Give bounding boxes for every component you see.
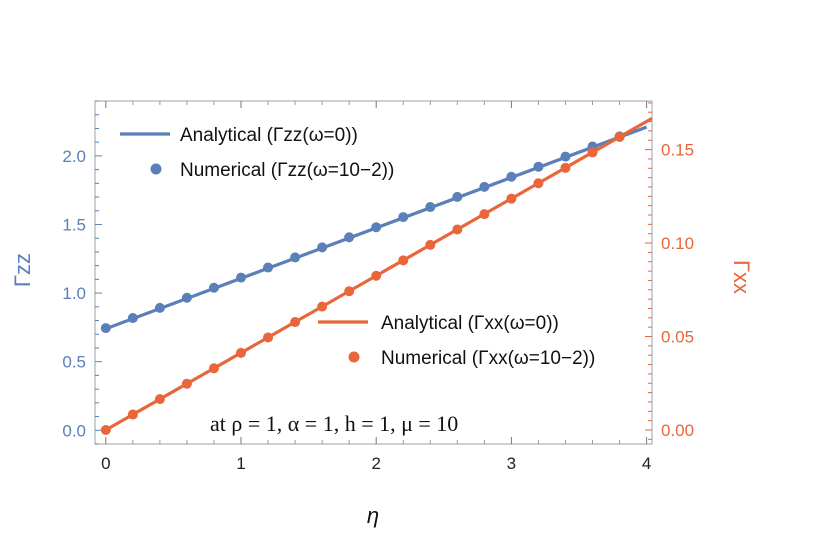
- legend-dot-swatch: [150, 163, 162, 175]
- x-axis-label: η: [367, 503, 379, 528]
- numerical-point-zz: [371, 222, 382, 233]
- numerical-point-xx: [479, 209, 490, 220]
- y-left-tick-label: 0.5: [62, 353, 86, 372]
- numerical-point-xx: [100, 424, 111, 435]
- numerical-point-xx: [371, 270, 382, 281]
- y-left-tick-label: 0.0: [62, 421, 86, 440]
- numerical-point-zz: [533, 161, 544, 172]
- numerical-point-zz: [560, 151, 571, 162]
- parameter-annotation: at ρ = 1, α = 1, h = 1, μ = 10: [210, 411, 458, 436]
- numerical-point-xx: [263, 332, 274, 343]
- numerical-point-zz: [317, 242, 328, 253]
- y-right-tick-label: 0.15: [661, 141, 694, 160]
- numerical-point-zz: [236, 272, 247, 283]
- numerical-point-zz: [208, 282, 219, 293]
- y-right-tick-label: 0.10: [661, 234, 694, 253]
- legend-entry-label: Analytical (Γzz(ω=0)): [180, 125, 358, 146]
- y-axis-right-label: Γxx: [729, 260, 754, 294]
- numerical-point-xx: [127, 409, 138, 420]
- y-right-tick-label: 0.00: [661, 421, 694, 440]
- numerical-point-zz: [290, 252, 301, 263]
- numerical-point-zz: [425, 202, 436, 213]
- numerical-point-xx: [398, 255, 409, 266]
- numerical-point-zz: [479, 181, 490, 192]
- legend-dot-swatch: [348, 351, 360, 363]
- x-tick-label: 1: [236, 454, 245, 473]
- x-tick-label: 2: [371, 454, 380, 473]
- numerical-point-zz: [154, 302, 165, 313]
- numerical-point-zz: [127, 313, 138, 324]
- y-right-tick-label: 0.05: [661, 328, 694, 347]
- numerical-point-xx: [587, 147, 598, 158]
- numerical-point-xx: [506, 193, 517, 204]
- numerical-point-xx: [317, 301, 328, 312]
- x-tick-label: 4: [642, 454, 651, 473]
- numerical-point-xx: [533, 178, 544, 189]
- numerical-point-xx: [344, 286, 355, 297]
- legend-entry-label: Numerical (Γzz(ω=10−2)): [180, 160, 394, 181]
- series-layer: [100, 116, 653, 435]
- numerical-point-zz: [506, 171, 517, 182]
- numerical-point-zz: [452, 191, 463, 202]
- legend-entry-label: Analytical (Γxx(ω=0)): [381, 313, 559, 334]
- plot-frame: [94, 100, 653, 445]
- legend-entry-label: Numerical (Γxx(ω=10−2)): [381, 348, 595, 369]
- numerical-point-zz: [263, 262, 274, 273]
- numerical-point-zz: [398, 212, 409, 223]
- numerical-point-xx: [181, 378, 192, 389]
- y-left-tick-label: 2.0: [62, 147, 86, 166]
- numerical-point-xx: [290, 317, 301, 328]
- numerical-point-zz: [181, 292, 192, 303]
- numerical-point-xx: [425, 239, 436, 250]
- numerical-point-xx: [208, 363, 219, 374]
- numerical-point-xx: [452, 224, 463, 235]
- numerical-point-xx: [560, 162, 571, 173]
- numerical-point-xx: [614, 131, 625, 142]
- y-left-tick-label: 1.5: [62, 215, 86, 234]
- legends: Analytical (Γzz(ω=0)) Numerical (Γzz(ω=10…: [120, 125, 595, 369]
- numerical-point-zz: [344, 232, 355, 243]
- y-left-tick-label: 1.0: [62, 284, 86, 303]
- x-tick-label: 0: [101, 454, 110, 473]
- y-axis-left-label: Γzz: [10, 253, 35, 287]
- numerical-point-xx: [154, 394, 165, 405]
- x-tick-label: 3: [507, 454, 516, 473]
- axis-ticks: 0 1 2 3 4 0.0 0.5 1.0 1.5 2.0 0.00 0.05 0.10 0.15: [62, 100, 694, 473]
- numerical-point-xx: [236, 347, 247, 358]
- numerical-point-zz: [100, 323, 111, 334]
